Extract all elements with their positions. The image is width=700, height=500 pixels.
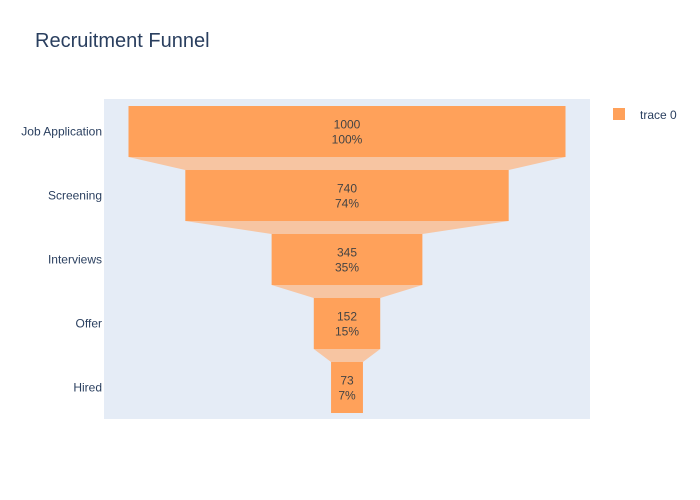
percent-label: 15% [335, 325, 359, 339]
value-label: 152 [337, 310, 357, 324]
value-label: 740 [337, 182, 357, 196]
funnel-bar[interactable] [313, 298, 381, 349]
percent-label: 100% [332, 133, 363, 147]
percent-label: 35% [335, 261, 359, 275]
funnel-connector [185, 221, 509, 234]
category-labels: Job Application Screening Interviews Offer H… [21, 125, 102, 395]
funnel-bar[interactable] [128, 106, 566, 157]
value-label: 1000 [334, 118, 361, 132]
category-label: Job Application [21, 125, 102, 139]
funnel-connector [271, 285, 423, 298]
category-label: Screening [48, 189, 102, 203]
funnel-connectors [128, 157, 566, 362]
category-label: Interviews [48, 253, 102, 267]
funnel-bar[interactable] [271, 234, 423, 285]
funnel-bar[interactable] [185, 170, 509, 221]
funnel-connector [313, 349, 381, 362]
category-label: Hired [73, 381, 102, 395]
percent-label: 74% [335, 197, 359, 211]
value-label: 345 [337, 246, 357, 260]
percent-label: 7% [338, 389, 356, 403]
funnel-bars [128, 106, 566, 413]
category-label: Offer [76, 317, 102, 331]
legend-swatch[interactable] [613, 108, 625, 120]
value-label: 73 [340, 374, 354, 388]
funnel-bar[interactable] [331, 362, 363, 413]
legend[interactable]: trace 0 [613, 108, 677, 122]
chart-title: Recruitment Funnel [35, 30, 210, 52]
legend-item-label[interactable]: trace 0 [640, 108, 677, 122]
funnel-connector [128, 157, 566, 170]
